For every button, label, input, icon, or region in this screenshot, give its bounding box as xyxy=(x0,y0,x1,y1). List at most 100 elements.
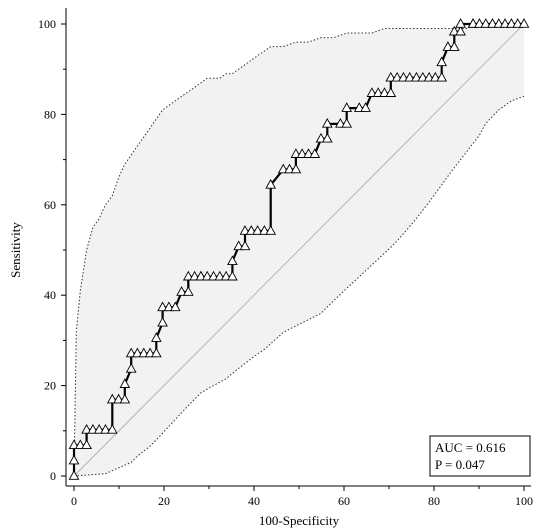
roc-point xyxy=(119,378,131,388)
roc-point xyxy=(480,18,492,28)
roc-point xyxy=(398,71,409,82)
x-tick-label: 40 xyxy=(248,494,260,508)
roc-point xyxy=(227,255,238,266)
roc-point xyxy=(144,347,156,358)
reference-line xyxy=(73,23,525,477)
roc-point xyxy=(132,347,143,358)
roc-point xyxy=(87,423,99,434)
roc-point xyxy=(151,347,162,358)
roc-point xyxy=(506,18,517,28)
stats-box: AUC = 0.616 P = 0.047 xyxy=(429,435,531,477)
roc-point xyxy=(125,362,137,373)
axis-ticks: 0 20 40 60 80 100 0 20 40 60 80 100 xyxy=(38,17,533,508)
roc-point xyxy=(518,18,530,28)
y-tick-label: 80 xyxy=(44,107,56,121)
y-axis-title: Sensitivity xyxy=(8,222,23,278)
roc-point xyxy=(138,347,150,358)
roc-point xyxy=(290,163,302,174)
x-tick-label: 0 xyxy=(71,494,77,508)
roc-point xyxy=(233,240,245,251)
x-tick-label: 100 xyxy=(515,494,533,508)
roc-point xyxy=(106,393,118,404)
y-tick-label: 40 xyxy=(44,288,56,302)
roc-point xyxy=(499,18,511,28)
roc-point xyxy=(157,301,168,312)
roc-point xyxy=(411,71,422,82)
roc-point xyxy=(436,56,448,67)
roc-point xyxy=(189,270,200,281)
roc-point xyxy=(391,71,403,82)
roc-point xyxy=(176,286,187,296)
roc-point xyxy=(372,87,384,97)
stats-box-frame xyxy=(429,435,531,477)
roc-point xyxy=(81,423,92,434)
roc-point xyxy=(245,225,257,235)
roc-point xyxy=(448,25,460,36)
roc-point xyxy=(353,102,365,112)
reference-diagonal xyxy=(73,23,525,477)
roc-point xyxy=(151,332,162,342)
roc-point xyxy=(379,87,390,97)
roc-markers xyxy=(68,18,530,480)
upper-bound-line xyxy=(73,23,524,477)
roc-point xyxy=(68,439,80,450)
roc-point xyxy=(195,270,207,281)
roc-point xyxy=(429,71,441,82)
roc-point xyxy=(335,117,346,128)
roc-point xyxy=(169,301,181,312)
roc-point xyxy=(252,225,263,235)
roc-point xyxy=(455,25,466,36)
roc-point xyxy=(296,148,308,158)
p-value-label: P = 0.047 xyxy=(435,457,485,472)
roc-point xyxy=(385,87,397,97)
x-tick-label: 20 xyxy=(158,494,170,508)
roc-point xyxy=(448,41,460,51)
x-axis-title: 100-Specificity xyxy=(259,513,340,528)
roc-point xyxy=(74,439,86,450)
roc-point xyxy=(493,18,505,28)
roc-point xyxy=(436,71,448,82)
y-tick-label: 20 xyxy=(44,379,56,393)
roc-point xyxy=(68,454,80,465)
roc-point xyxy=(265,178,277,189)
y-tick-label: 100 xyxy=(38,17,56,31)
roc-point xyxy=(182,270,194,281)
roc-point xyxy=(93,423,105,434)
roc-point xyxy=(341,102,353,112)
roc-point xyxy=(182,286,194,296)
roc-point xyxy=(106,423,118,434)
auc-label: AUC = 0.616 xyxy=(435,440,506,455)
roc-point xyxy=(100,423,111,434)
roc-point xyxy=(265,225,277,235)
roc-point xyxy=(239,225,251,235)
roc-point xyxy=(366,87,378,97)
x-tick-label: 60 xyxy=(338,494,350,508)
roc-point xyxy=(385,71,397,82)
roc-point xyxy=(512,18,524,28)
roc-point xyxy=(404,71,416,82)
roc-point xyxy=(68,470,80,480)
roc-point xyxy=(341,117,353,128)
roc-point xyxy=(309,148,321,158)
roc-point xyxy=(487,18,498,28)
roc-point xyxy=(201,270,213,281)
roc-point xyxy=(360,102,371,112)
roc-point xyxy=(119,393,131,404)
y-tick-label: 60 xyxy=(44,198,56,212)
roc-point xyxy=(284,163,295,174)
roc-point xyxy=(113,393,124,404)
roc-point xyxy=(315,132,327,143)
roc-point xyxy=(321,117,333,128)
roc-point xyxy=(259,225,270,235)
roc-point xyxy=(227,270,238,281)
x-tick-label: 80 xyxy=(428,494,440,508)
roc-point xyxy=(321,132,333,143)
roc-point xyxy=(157,316,168,327)
roc-point xyxy=(220,270,232,281)
roc-point xyxy=(455,18,466,28)
y-tick-label: 0 xyxy=(50,469,56,483)
roc-point xyxy=(214,270,226,281)
roc-point xyxy=(208,270,219,281)
roc-point xyxy=(163,301,175,312)
